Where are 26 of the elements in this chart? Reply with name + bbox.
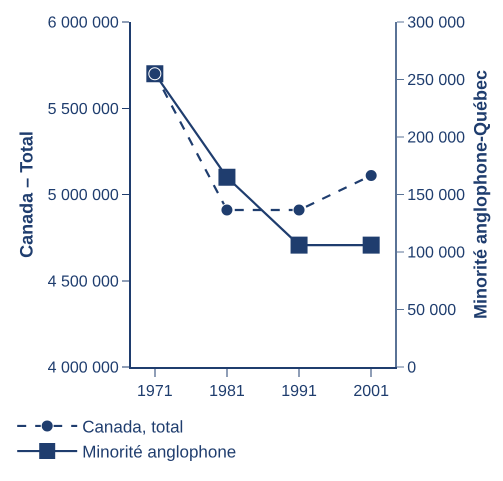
point xyxy=(364,169,378,182)
y-tick-label: 6 000 000 xyxy=(48,14,119,32)
point xyxy=(218,168,236,186)
y-axis-title: Canada – Total xyxy=(16,131,36,258)
y2-axis-title: Minorité anglophone-Québec xyxy=(470,70,491,320)
x-tick-label: 2001 xyxy=(353,383,390,400)
legend-label: Canada, total xyxy=(82,418,184,437)
x-tick-label: 1971 xyxy=(137,383,173,400)
y2-tick-label: 50 000 xyxy=(407,302,456,320)
y2-tick-label: 300 000 xyxy=(407,14,466,32)
y-tick-label: 5 500 000 xyxy=(48,100,119,118)
point xyxy=(220,204,234,217)
y-tick-label: 4 500 000 xyxy=(48,273,119,290)
y2-tick-label: 100 000 xyxy=(407,244,466,262)
point xyxy=(362,236,380,254)
x-tick-label: 1981 xyxy=(209,383,245,400)
point xyxy=(290,236,308,254)
y2-tick-label: 150 000 xyxy=(407,187,466,204)
point xyxy=(292,204,306,217)
y2-tick-label: 0 xyxy=(407,360,416,377)
y-tick-label: 5 000 000 xyxy=(48,187,119,204)
legend-label: Minorité anglophone xyxy=(82,442,236,462)
y2-tick-label: 200 000 xyxy=(407,130,466,147)
y2-tick-label: 250 000 xyxy=(407,72,466,90)
y-tick-label: 4 000 000 xyxy=(48,360,119,377)
x-tick-label: 1991 xyxy=(281,383,317,400)
